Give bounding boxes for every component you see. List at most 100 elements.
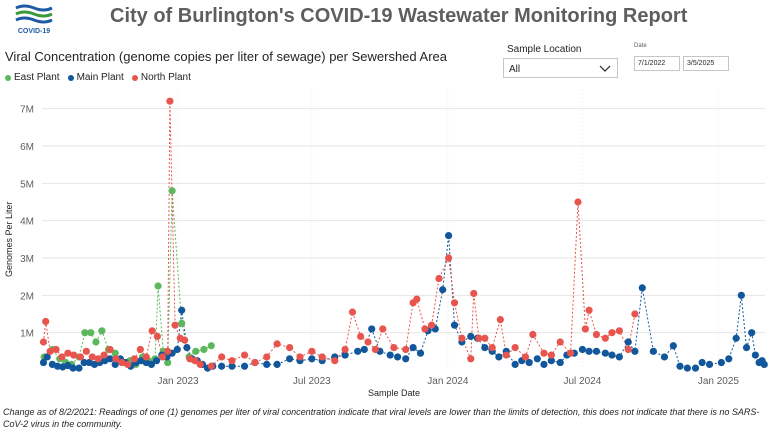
data-point-main-plant: [511, 360, 519, 368]
data-point-east-plant: [164, 358, 172, 367]
sample-location-dropdown[interactable]: All: [503, 58, 618, 78]
data-point-north-plant: [435, 274, 443, 283]
data-point-north-plant: [181, 336, 189, 344]
data-point-main-plant: [495, 353, 503, 361]
date-end-input[interactable]: 3/5/2025: [683, 56, 729, 71]
data-point-east-plant: [111, 349, 119, 357]
data-point-north-plant: [421, 325, 429, 333]
data-point-main-plant: [705, 360, 714, 368]
date-start-input[interactable]: 7/1/2022: [634, 56, 680, 71]
data-point-east-plant: [200, 345, 208, 354]
data-point-main-plant: [585, 347, 593, 355]
data-point-north-plant: [166, 97, 174, 105]
data-point-north-plant: [158, 353, 167, 361]
data-point-north-plant: [547, 351, 555, 359]
legend-item-main-plant[interactable]: Main Plant: [67, 72, 124, 83]
data-point-north-plant: [413, 295, 421, 303]
data-point-north-plant: [39, 338, 48, 346]
y-tick-label: 6M: [20, 142, 34, 153]
date-label: Date: [634, 43, 647, 49]
data-point-north-plant: [592, 330, 601, 339]
data-point-main-plant: [39, 358, 48, 367]
chart-legend: East Plant Main Plant North Plant: [5, 72, 191, 83]
data-point-north-plant: [191, 357, 199, 365]
data-point-main-plant: [308, 355, 316, 363]
data-point-north-plant: [581, 325, 589, 333]
data-point-north-plant: [112, 355, 120, 363]
data-point-main-plant: [638, 284, 646, 292]
data-point-north-plant: [148, 327, 156, 335]
data-point-main-plant: [228, 362, 236, 370]
data-point-north-plant: [357, 332, 365, 340]
data-point-main-plant: [450, 321, 459, 329]
report-title: City of Burlington's COVID-19 Wastewater…: [110, 5, 688, 27]
legend-item-east-plant[interactable]: East Plant: [5, 72, 60, 83]
data-point-north-plant: [142, 353, 150, 361]
data-point-north-plant: [88, 353, 96, 361]
data-point-main-plant: [760, 360, 768, 368]
data-point-main-plant: [649, 347, 657, 355]
covid19-logo: COVID-19: [14, 2, 54, 38]
data-point-north-plant: [46, 347, 54, 355]
data-point-north-plant: [318, 353, 326, 361]
x-tick-label: Jan 2024: [427, 376, 469, 387]
data-point-east-plant: [98, 327, 106, 335]
data-point-main-plant: [173, 345, 181, 354]
data-point-main-plant: [732, 334, 740, 342]
data-point-east-plant: [154, 282, 162, 290]
data-point-north-plant: [488, 344, 496, 352]
data-point-north-plant: [263, 353, 271, 361]
series-line-north-plant: [43, 101, 636, 367]
data-point-north-plant: [556, 338, 564, 346]
data-point-north-plant: [496, 316, 504, 324]
data-point-main-plant: [737, 291, 745, 299]
y-tick-label: 7M: [20, 105, 34, 116]
data-point-north-plant: [502, 351, 510, 359]
data-point-main-plant: [717, 358, 725, 367]
data-point-main-plant: [439, 286, 447, 294]
data-point-main-plant: [592, 347, 601, 355]
x-axis-label: Sample Date: [368, 388, 421, 398]
data-point-main-plant: [80, 358, 88, 367]
data-point-main-plant: [416, 349, 425, 357]
data-point-north-plant: [481, 334, 489, 342]
data-point-east-plant: [192, 347, 200, 355]
data-point-main-plant: [75, 364, 83, 372]
x-tick-label: Jul 2024: [563, 376, 601, 387]
footnote: Change as of 8/2/2021: Readings of one (…: [3, 407, 760, 429]
x-tick-label: Jan 2023: [157, 376, 199, 387]
data-point-main-plant: [444, 232, 453, 240]
data-point-north-plant: [240, 351, 249, 359]
data-point-main-plant: [725, 355, 733, 363]
data-point-north-plant: [467, 355, 475, 363]
data-point-north-plant: [585, 306, 593, 314]
data-point-main-plant: [183, 344, 191, 352]
data-point-main-plant: [601, 349, 609, 357]
y-tick-label: 3M: [20, 254, 34, 265]
data-point-main-plant: [624, 338, 632, 346]
data-point-main-plant: [393, 353, 402, 361]
y-tick-label: 4M: [20, 217, 34, 228]
data-point-main-plant: [368, 325, 376, 333]
data-point-main-plant: [533, 355, 541, 363]
data-point-main-plant: [402, 355, 410, 363]
data-point-main-plant: [742, 344, 751, 352]
data-point-north-plant: [196, 360, 204, 368]
data-point-main-plant: [354, 347, 362, 355]
data-point-north-plant: [228, 357, 236, 365]
data-point-north-plant: [402, 345, 410, 354]
x-tick-label: Jan 2025: [698, 376, 740, 387]
legend-item-north-plant[interactable]: North Plant: [131, 72, 191, 83]
data-point-main-plant: [691, 364, 700, 372]
data-point-north-plant: [136, 345, 144, 354]
data-point-main-plant: [748, 329, 756, 337]
data-point-east-plant: [178, 319, 186, 327]
data-point-main-plant: [386, 351, 394, 359]
data-point-north-plant: [450, 299, 459, 307]
data-point-main-plant: [547, 357, 555, 365]
data-point-north-plant: [124, 360, 132, 368]
data-point-north-plant: [341, 345, 349, 354]
data-point-north-plant: [631, 310, 639, 318]
y-tick-label: 2M: [20, 291, 34, 302]
data-point-main-plant: [69, 364, 77, 372]
